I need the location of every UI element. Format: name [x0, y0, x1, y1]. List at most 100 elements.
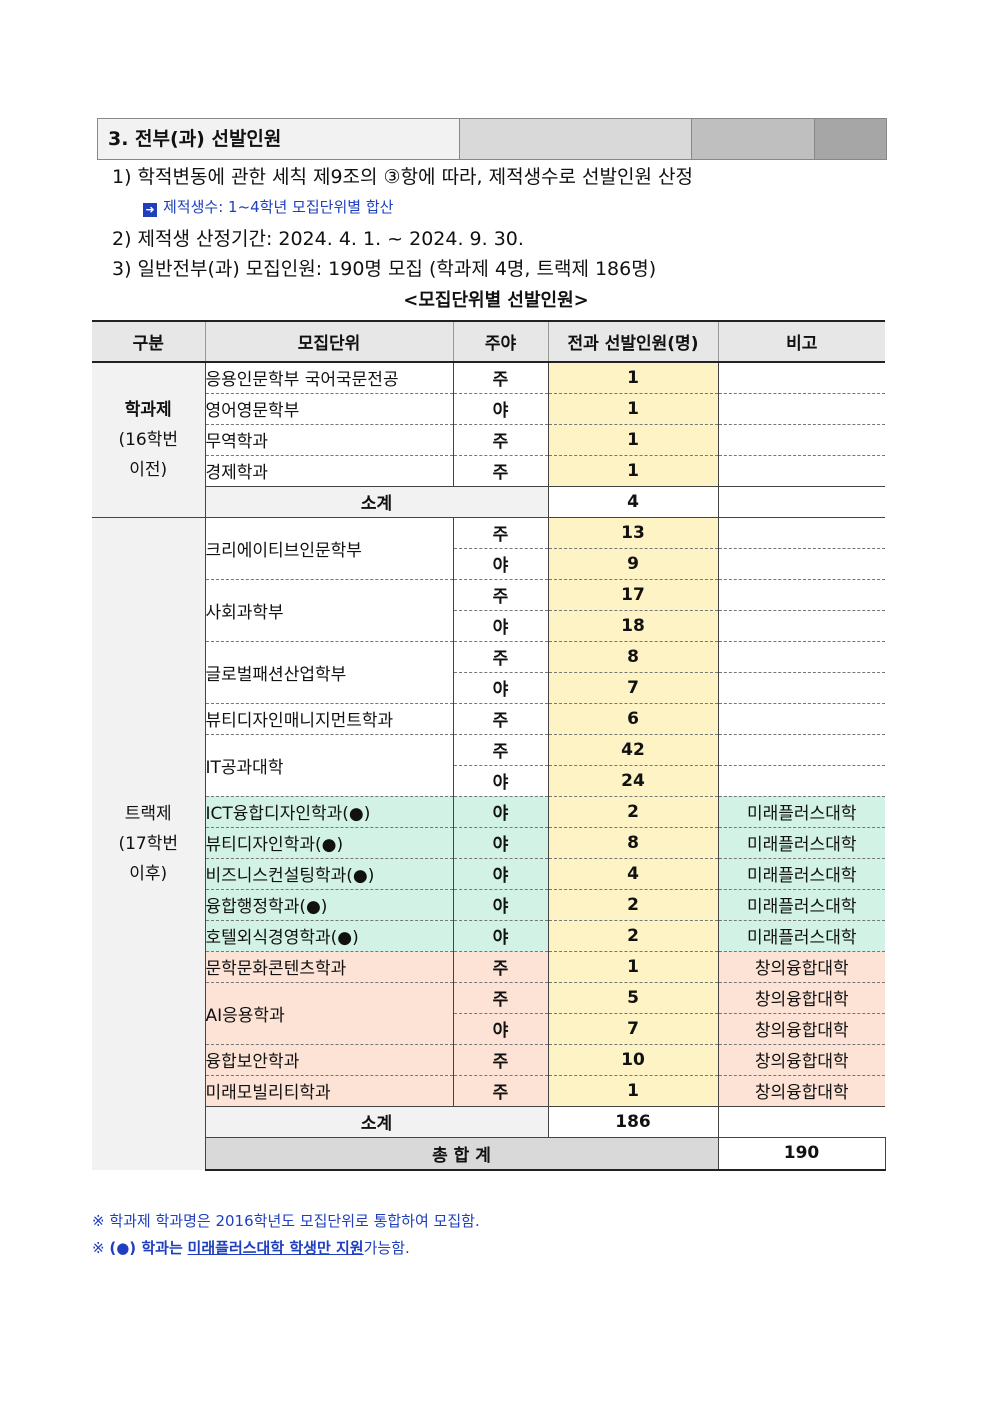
unit-cell: 호텔외식경영학과(●) [204, 919, 454, 952]
subtotal-row: 소계 186 [92, 1105, 885, 1138]
table-row: 융합행정학과(●) 야 2 미래플러스대학 [92, 888, 885, 921]
note-text: 제적생수: 1~4학년 모집단위별 합산 [163, 198, 394, 216]
table-row: AI응용학과 주 5 창의융합대학 [92, 981, 885, 1045]
count-cell: 42 [547, 733, 719, 766]
table-row: 호텔외식경영학과(●) 야 2 미래플러스대학 [92, 919, 885, 952]
daynight-cell: 주 [452, 733, 549, 766]
daynight-cell: 주 [452, 454, 549, 487]
note-cell [717, 516, 885, 549]
table-header-row: 구분 모집단위 주야 전과 선발인원(명) 비고 [92, 320, 885, 363]
unit-cell: 융합행정학과(●) [204, 888, 454, 921]
unit-cell: IT공과대학 [204, 733, 454, 797]
table-row: 비즈니스컨설팅학과(●) 야 4 미래플러스대학 [92, 857, 885, 890]
header-band-1 [460, 119, 692, 159]
unit-cell: 응용인문학부 국어국문전공 [204, 361, 454, 394]
table-row: 사회과학부 주 17 [92, 578, 885, 642]
count-cell: 2 [547, 888, 719, 921]
table-row: 문학문화콘텐츠학과 주 1 창의융합대학 [92, 950, 885, 983]
section-title: 3. 전부(과) 선발인원 [98, 119, 460, 159]
table-row: 야 24 [92, 764, 885, 797]
count-cell: 8 [547, 640, 719, 673]
daynight-cell: 주 [452, 1074, 549, 1107]
count-cell: 8 [547, 826, 719, 859]
unit-cell: 글로벌패션산업학부 [204, 640, 454, 704]
note-cell [717, 361, 885, 394]
daynight-cell: 주 [452, 423, 549, 456]
subtotal-label: 소계 [204, 1105, 549, 1138]
subtotal-note [717, 485, 885, 518]
total-row: 총 합 계 190 [92, 1136, 886, 1171]
section-header: 3. 전부(과) 선발인원 [97, 118, 887, 160]
count-cell: 6 [547, 702, 719, 735]
header-count: 전과 선발인원(명) [547, 320, 719, 363]
count-cell: 1 [547, 454, 719, 487]
daynight-cell: 야 [452, 764, 549, 797]
header-note: 비고 [717, 320, 885, 363]
header-band-2 [692, 119, 815, 159]
daynight-cell: 야 [452, 826, 549, 859]
unit-cell: ICT융합디자인학과(●) [204, 795, 454, 828]
header-daynight: 주야 [452, 320, 549, 363]
daynight-cell: 야 [452, 671, 549, 704]
note-line: ➜ 제적생수: 1~4학년 모집단위별 합산 [143, 196, 393, 217]
text-line-1: 1) 학적변동에 관한 세칙 제9조의 ③항에 따라, 제적생수로 선발인원 산… [112, 166, 693, 188]
note-cell: 창의융합대학 [717, 981, 885, 1014]
table-row: 학과제 (16학번 이전) 응용인문학부 국어국문전공 주 1 [92, 361, 885, 518]
table-row: 글로벌패션산업학부 주 8 [92, 640, 885, 704]
total-label: 총 합 계 [205, 1136, 719, 1171]
group-label-track: 트랙제 (17학번 이후) [92, 516, 206, 1170]
note-cell [717, 671, 885, 704]
subtotal-value: 4 [547, 485, 719, 518]
count-cell: 17 [547, 578, 719, 611]
subtotal-label: 소계 [204, 485, 549, 518]
subtotal-row: 소계 4 [92, 485, 885, 518]
arrow-right-icon: ➜ [143, 203, 157, 217]
count-cell: 1 [547, 392, 719, 425]
count-cell: 18 [547, 609, 719, 642]
daynight-cell: 야 [452, 392, 549, 425]
unit-cell: 영어영문학부 [204, 392, 454, 425]
table-caption: <모집단위별 선발인원> [403, 290, 589, 311]
daynight-cell: 야 [452, 919, 549, 952]
daynight-cell: 야 [452, 888, 549, 921]
count-cell: 9 [547, 547, 719, 580]
table-row: ICT융합디자인학과(●) 야 2 미래플러스대학 [92, 795, 885, 828]
count-cell: 1 [547, 361, 719, 394]
unit-cell: 뷰티디자인학과(●) [204, 826, 454, 859]
count-cell: 1 [547, 1074, 719, 1107]
subtotal-value: 186 [547, 1105, 719, 1138]
unit-cell: 사회과학부 [204, 578, 454, 642]
note-cell: 창의융합대학 [717, 950, 885, 983]
unit-cell: 경제학과 [204, 454, 454, 487]
count-cell: 4 [547, 857, 719, 890]
daynight-cell: 야 [452, 795, 549, 828]
note-cell [717, 454, 885, 487]
unit-cell: 무역학과 [204, 423, 454, 456]
daynight-cell: 주 [452, 640, 549, 673]
count-cell: 7 [547, 671, 719, 704]
note-cell [717, 392, 885, 425]
count-cell: 5 [547, 981, 719, 1014]
header-unit: 모집단위 [204, 320, 454, 363]
unit-cell: 비즈니스컨설팅학과(●) [204, 857, 454, 890]
daynight-cell: 주 [452, 578, 549, 611]
daynight-cell: 야 [452, 609, 549, 642]
footnote-1: ※ 학과제 학과명은 2016학년도 모집단위로 통합하여 모집함. [92, 1212, 480, 1230]
count-cell: 10 [547, 1043, 719, 1076]
header-category: 구분 [92, 320, 206, 363]
table-row: 영어영문학부 야 1 [92, 392, 885, 425]
table-row: 미래모빌리티학과 주 1 창의융합대학 [92, 1074, 885, 1107]
count-cell: 1 [547, 423, 719, 456]
note-cell [717, 609, 885, 642]
daynight-cell: 주 [452, 950, 549, 983]
daynight-cell: 야 [452, 857, 549, 890]
table-row: 융합보안학과 주 10 창의융합대학 [92, 1043, 885, 1076]
unit-cell: 뷰티디자인매니지먼트학과 [204, 702, 454, 735]
unit-cell: AI응용학과 [204, 981, 454, 1045]
note-cell: 미래플러스대학 [717, 857, 885, 890]
count-cell: 2 [547, 795, 719, 828]
unit-cell: 문학문화콘텐츠학과 [204, 950, 454, 983]
note-cell: 창의융합대학 [717, 1043, 885, 1076]
note-cell [717, 640, 885, 673]
text-line-2: 2) 제적생 산정기간: 2024. 4. 1. ~ 2024. 9. 30. [112, 228, 524, 250]
